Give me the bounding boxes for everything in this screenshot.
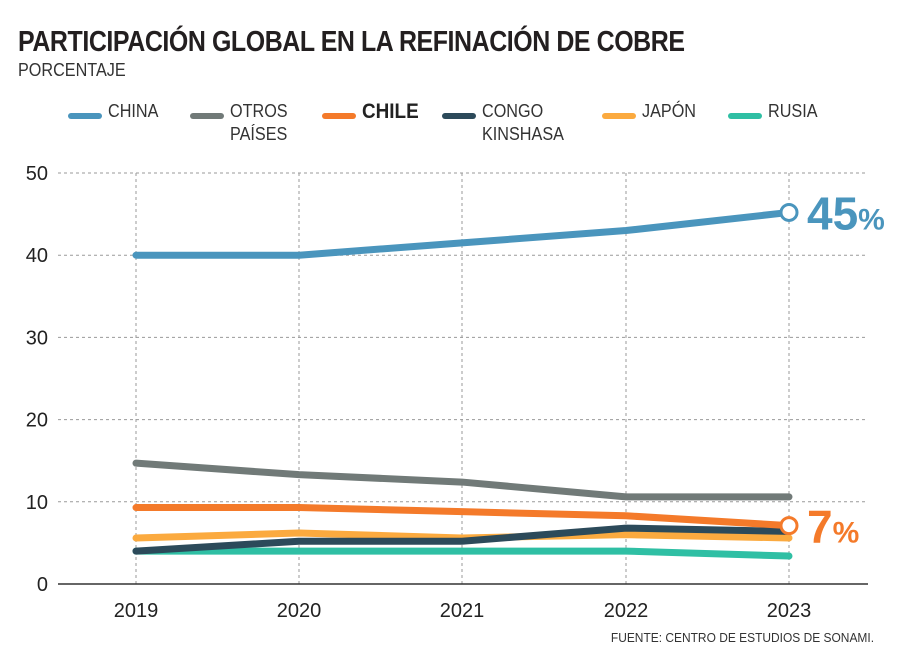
legend-swatch-chile [322, 113, 356, 119]
legend-item-japon: JAPÓN [602, 100, 702, 123]
chart-title: PARTICIPACIÓN GLOBAL EN LA REFINACIÓN DE… [18, 26, 685, 58]
series-line-rusia [132, 547, 793, 560]
series-line-congo-kinshasa [132, 524, 793, 555]
y-tick-label-20: 20 [26, 410, 48, 432]
end-marker-chile [779, 516, 799, 536]
legend-swatch-japon [602, 113, 636, 119]
legend-item-chile: CHILE [322, 100, 425, 123]
x-tick-label-2019: 2019 [114, 600, 159, 622]
legend-label-rusia: RUSIA [768, 101, 818, 121]
legend-label-otros-paises: OTROS PAÍSES [230, 101, 288, 144]
chart-subtitle: PORCENTAJE [18, 60, 126, 80]
y-tick-label-40: 40 [26, 245, 48, 267]
y-tick-label-50: 50 [26, 163, 48, 185]
legend-item-china: CHINA [68, 100, 164, 123]
legend-label-congo-kinshasa: CONGO KINSHASA [482, 101, 564, 144]
legend-swatch-otros-paises [190, 113, 224, 119]
legend: CHINA OTROS PAÍSES CHILE CONGO KINSHASA … [0, 100, 900, 160]
x-tick-label-2022: 2022 [604, 600, 649, 622]
end-label-china: 45% [807, 187, 885, 239]
legend-label-chile: CHILE [362, 100, 419, 123]
legend-label-japon: JAPÓN [642, 101, 697, 121]
x-tick-label-2021: 2021 [440, 600, 485, 622]
series-line-otros-paises [132, 459, 793, 501]
series-line-chile [132, 504, 793, 530]
legend-swatch-congo-kinshasa [442, 113, 476, 119]
legend-swatch-china [68, 113, 102, 119]
end-label-chile: 7% [807, 501, 859, 553]
y-tick-label-30: 30 [26, 327, 48, 349]
legend-swatch-rusia [728, 113, 762, 119]
end-marker-china [779, 202, 799, 222]
legend-item-otros-paises: OTROS PAÍSES [190, 100, 294, 146]
legend-label-china: CHINA [108, 101, 159, 121]
x-tick-label-2023: 2023 [767, 600, 812, 622]
y-tick-label-10: 10 [26, 492, 48, 514]
legend-item-rusia: RUSIA [728, 100, 823, 123]
x-tick-label-2020: 2020 [277, 600, 322, 622]
source-note: FUENTE: CENTRO DE ESTUDIOS DE SONAMI. [610, 630, 874, 645]
series-line-china [132, 208, 793, 259]
legend-item-congo-kinshasa: CONGO KINSHASA [442, 100, 573, 146]
y-tick-label-0: 0 [37, 574, 48, 596]
